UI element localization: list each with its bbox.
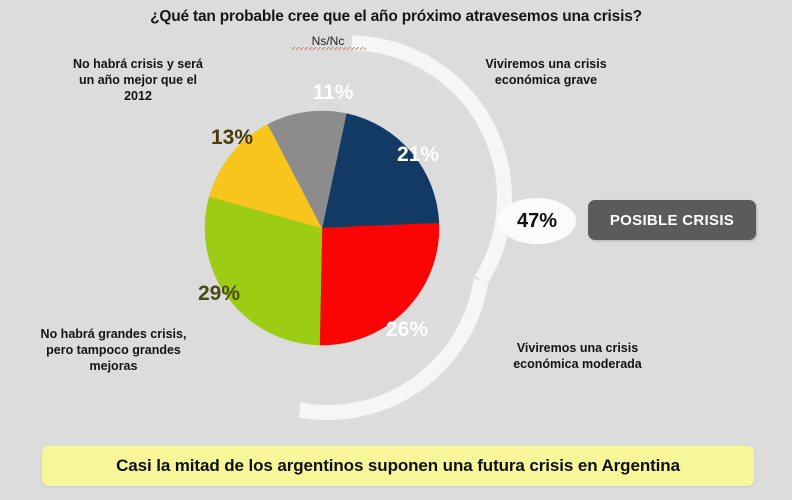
category-label-mejor: No habrá crisis y será un año mejor que …	[73, 57, 203, 103]
category-label-grave: Viviremos una crisis económica grave	[485, 57, 607, 87]
slice-value-moderada: 26%	[385, 318, 429, 341]
summary-banner: Casi la mitad de los argentinos suponen …	[42, 446, 754, 486]
pie-slice-grave	[321, 113, 440, 229]
category-label-moderada: Viviremos una crisis económica moderada	[513, 341, 642, 371]
category-label-sin-grandes: No habrá grandes crisis, pero tampoco gr…	[40, 327, 187, 373]
pie-slices	[204, 110, 440, 346]
category-label-nsnc: Ns/Nc	[290, 34, 366, 50]
category-label-nsnc-text: Ns/Nc	[311, 34, 345, 48]
pie-slice-nsnc	[267, 110, 347, 229]
pie-slice-mejor	[209, 123, 323, 229]
slice-value-sin-grandes: 29%	[197, 282, 241, 305]
possible-crisis-percent: 47%	[498, 198, 576, 244]
possible-crisis-pill: POSIBLE CRISIS	[588, 200, 756, 240]
pie-slice-sin-grandes	[204, 196, 323, 346]
page-title: ¿Qué tan probable cree que el año próxim…	[150, 8, 642, 25]
pie-slice-moderada	[319, 222, 440, 346]
slice-value-nsnc: 11%	[312, 81, 354, 104]
spellcheck-squiggle-icon	[290, 47, 366, 50]
slice-value-mejor: 13%	[210, 126, 254, 149]
possible-crisis-bracket	[298, 35, 512, 420]
slice-value-grave: 21%	[396, 143, 440, 166]
